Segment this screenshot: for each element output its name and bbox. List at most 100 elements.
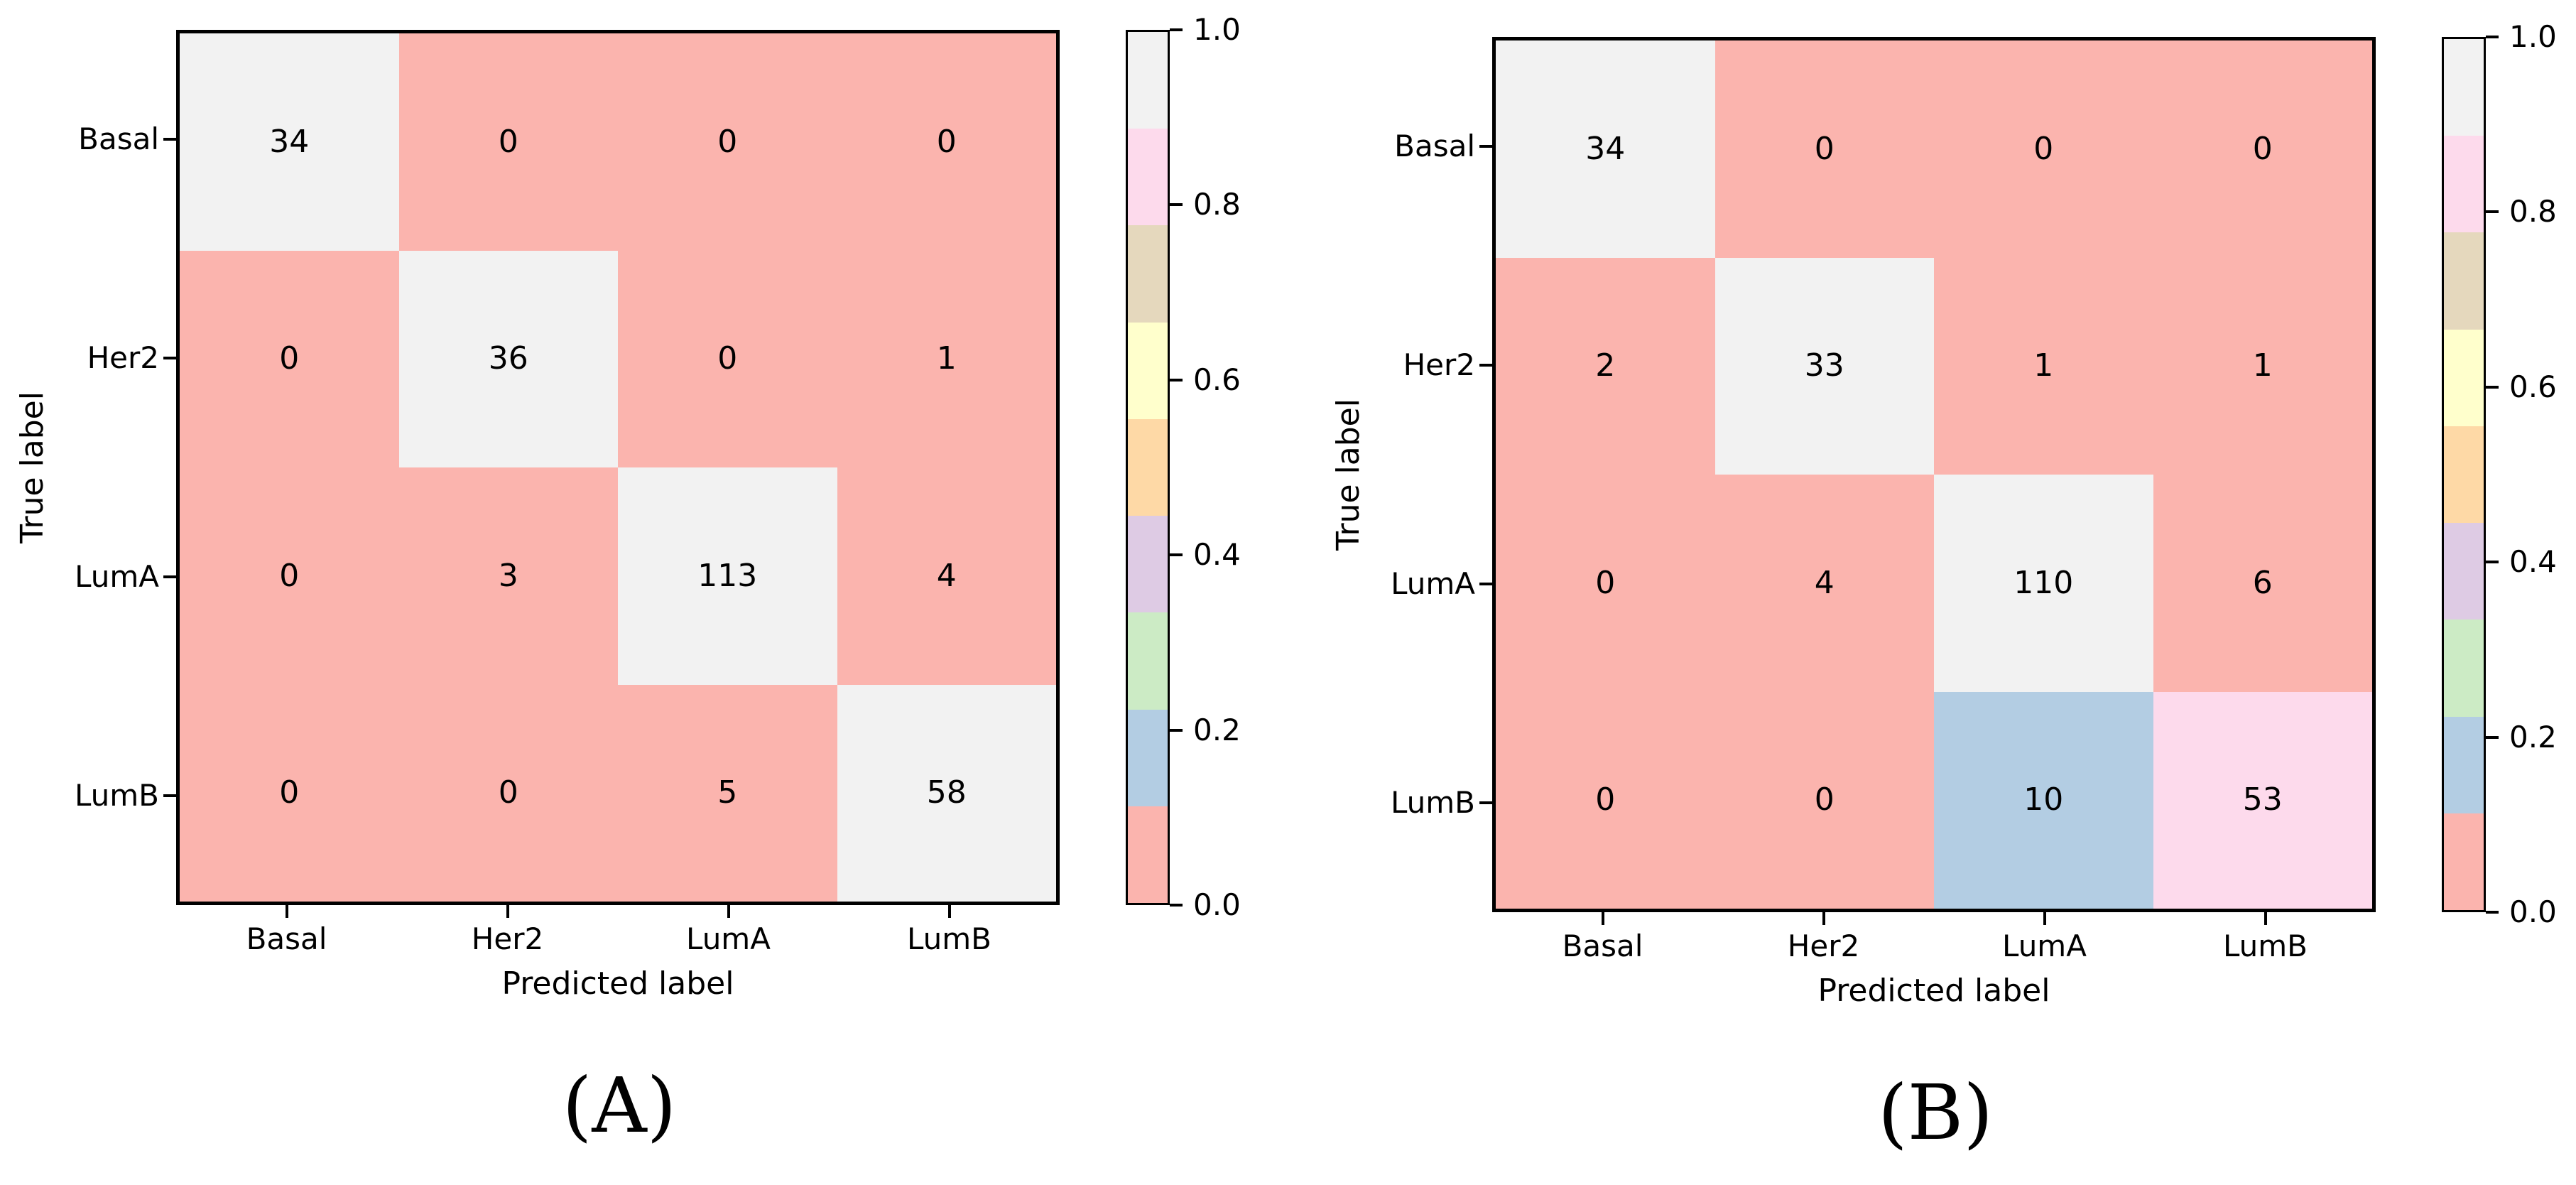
row-tick-label: LumA [1391, 566, 1475, 601]
cell-value: 0 [279, 557, 300, 594]
matrix-cell: 3 [398, 467, 618, 685]
cell-value: 0 [2033, 130, 2054, 167]
cell-value: 58 [926, 774, 967, 811]
panel-a-confusion-matrix: True label 34 0 0 0 0 36 0 1 0 3 113 4 0 0 5 58 Basal Basa… [0, 0, 1278, 1185]
cell-value: 33 [1804, 347, 1844, 384]
y-axis-tick [163, 357, 176, 359]
colorbar-segment-tan [1128, 225, 1168, 323]
x-axis-tick [727, 905, 730, 918]
x-axis-label: Predicted label [1817, 973, 2050, 1009]
matrix-cell: 36 [398, 250, 618, 467]
cell-value: 113 [697, 557, 758, 594]
colorbar-tick-label: 0.6 [1193, 362, 1241, 397]
cell-value: 0 [717, 340, 738, 377]
colorbar-tick [1170, 203, 1183, 207]
colorbar-segment-blue [1128, 709, 1168, 806]
colorbar-segment-salmon [1128, 806, 1168, 903]
matrix-cell: 0 [1496, 475, 1715, 692]
colorbar-tick [1170, 904, 1183, 907]
colorbar-tick [2486, 561, 2499, 564]
matrix-cell: 58 [837, 684, 1056, 902]
cell-value: 4 [936, 557, 957, 594]
cell-value: 0 [1595, 564, 1616, 601]
colorbar-tick [1170, 378, 1183, 382]
colorbar-segment-yellow [2444, 329, 2484, 426]
colorbar-tick [2486, 36, 2499, 38]
matrix-cell: 6 [2153, 475, 2372, 692]
x-axis-tick [1601, 912, 1604, 925]
matrix-cell: 110 [1934, 475, 2153, 692]
y-axis-tick [1479, 364, 1492, 367]
colorbar-segment-pink [1128, 129, 1168, 226]
colorbar-tick [1170, 28, 1183, 31]
confusion-matrix-grid: 34 0 0 0 0 36 0 1 0 3 113 4 0 0 5 58 [176, 30, 1060, 905]
matrix-cell: 0 [398, 684, 618, 902]
colorbar-segment-orange [2444, 426, 2484, 524]
x-axis-tick [2263, 912, 2267, 925]
colorbar-tick-label: 0.4 [1193, 537, 1241, 573]
x-axis-tick [1822, 912, 1825, 925]
panel-caption: (B) [1877, 1069, 1994, 1157]
colorbar-segment-yellow [1128, 322, 1168, 419]
colorbar-tick [2486, 385, 2499, 389]
cell-value: 6 [2252, 564, 2273, 601]
y-axis-tick [1479, 583, 1492, 585]
matrix-cell: 0 [1934, 40, 2153, 258]
col-tick-label: LumB [2222, 929, 2308, 963]
col-tick-label: Basal [246, 921, 327, 956]
confusion-matrix-grid: 34 0 0 0 2 33 1 1 0 4 110 6 0 0 10 53 [1492, 37, 2376, 912]
colorbar-tick [1170, 553, 1183, 557]
matrix-cell: 0 [2153, 40, 2372, 258]
colorbar-segment-orange [1128, 418, 1168, 516]
col-tick-label: LumB [906, 921, 991, 956]
matrix-cell: 1 [837, 250, 1056, 467]
colorbar-tick-label: 0.8 [1193, 187, 1241, 222]
matrix-cell: 0 [1496, 691, 1715, 909]
colorbar-segment-purple [1128, 516, 1168, 613]
cell-value: 34 [269, 123, 310, 160]
x-axis-tick [2043, 912, 2046, 925]
colorbar-tick-label: 0.8 [2509, 194, 2557, 229]
cell-value: 1 [936, 340, 957, 377]
x-axis-tick [506, 905, 509, 918]
cell-value: 53 [2242, 781, 2283, 818]
colorbar-tick-label: 0.2 [1193, 712, 1241, 747]
y-axis-tick [1479, 801, 1492, 804]
col-tick-label: Basal [1562, 929, 1643, 963]
matrix-cell: 0 [180, 250, 399, 467]
colorbar-tick-label: 1.0 [1193, 12, 1241, 47]
matrix-cell: 34 [1496, 40, 1715, 258]
matrix-cell: 5 [618, 684, 837, 902]
matrix-cell: 0 [1714, 40, 1934, 258]
matrix-cell: 0 [618, 33, 837, 251]
cell-value: 1 [2033, 347, 2054, 384]
cell-value: 0 [1814, 130, 1835, 167]
matrix-cell: 0 [398, 33, 618, 251]
col-tick-label: Her2 [471, 921, 544, 956]
colorbar-segment-pink [2444, 136, 2484, 233]
cell-value: 0 [717, 123, 738, 160]
matrix-cell: 1 [2153, 257, 2372, 475]
row-tick-label: Her2 [1403, 347, 1475, 382]
cell-value: 0 [279, 340, 300, 377]
cell-value: 0 [1595, 781, 1616, 818]
row-tick-label: LumA [75, 559, 159, 594]
colorbar-segment-tan [2444, 232, 2484, 330]
colorbar-segment-blue [2444, 716, 2484, 813]
matrix-cell: 10 [1934, 691, 2153, 909]
row-tick-label: LumB [74, 778, 159, 813]
col-tick-label: LumA [2002, 929, 2087, 963]
cell-value: 0 [1814, 781, 1835, 818]
matrix-cell: 34 [180, 33, 399, 251]
cell-value: 34 [1585, 130, 1626, 167]
cell-value: 2 [1595, 347, 1616, 384]
panel-b-confusion-matrix: True label 34 0 0 0 2 33 1 1 0 4 110 6 0 0 10 53 Basal Bas… [1316, 7, 2576, 1185]
x-axis-label: Predicted label [501, 965, 734, 1002]
y-axis-tick [163, 138, 176, 141]
y-axis-tick [1479, 145, 1492, 148]
colorbar [2442, 37, 2486, 912]
y-axis-label: True label [1330, 399, 1366, 551]
cell-value: 0 [2252, 130, 2273, 167]
y-axis-tick [163, 575, 176, 578]
